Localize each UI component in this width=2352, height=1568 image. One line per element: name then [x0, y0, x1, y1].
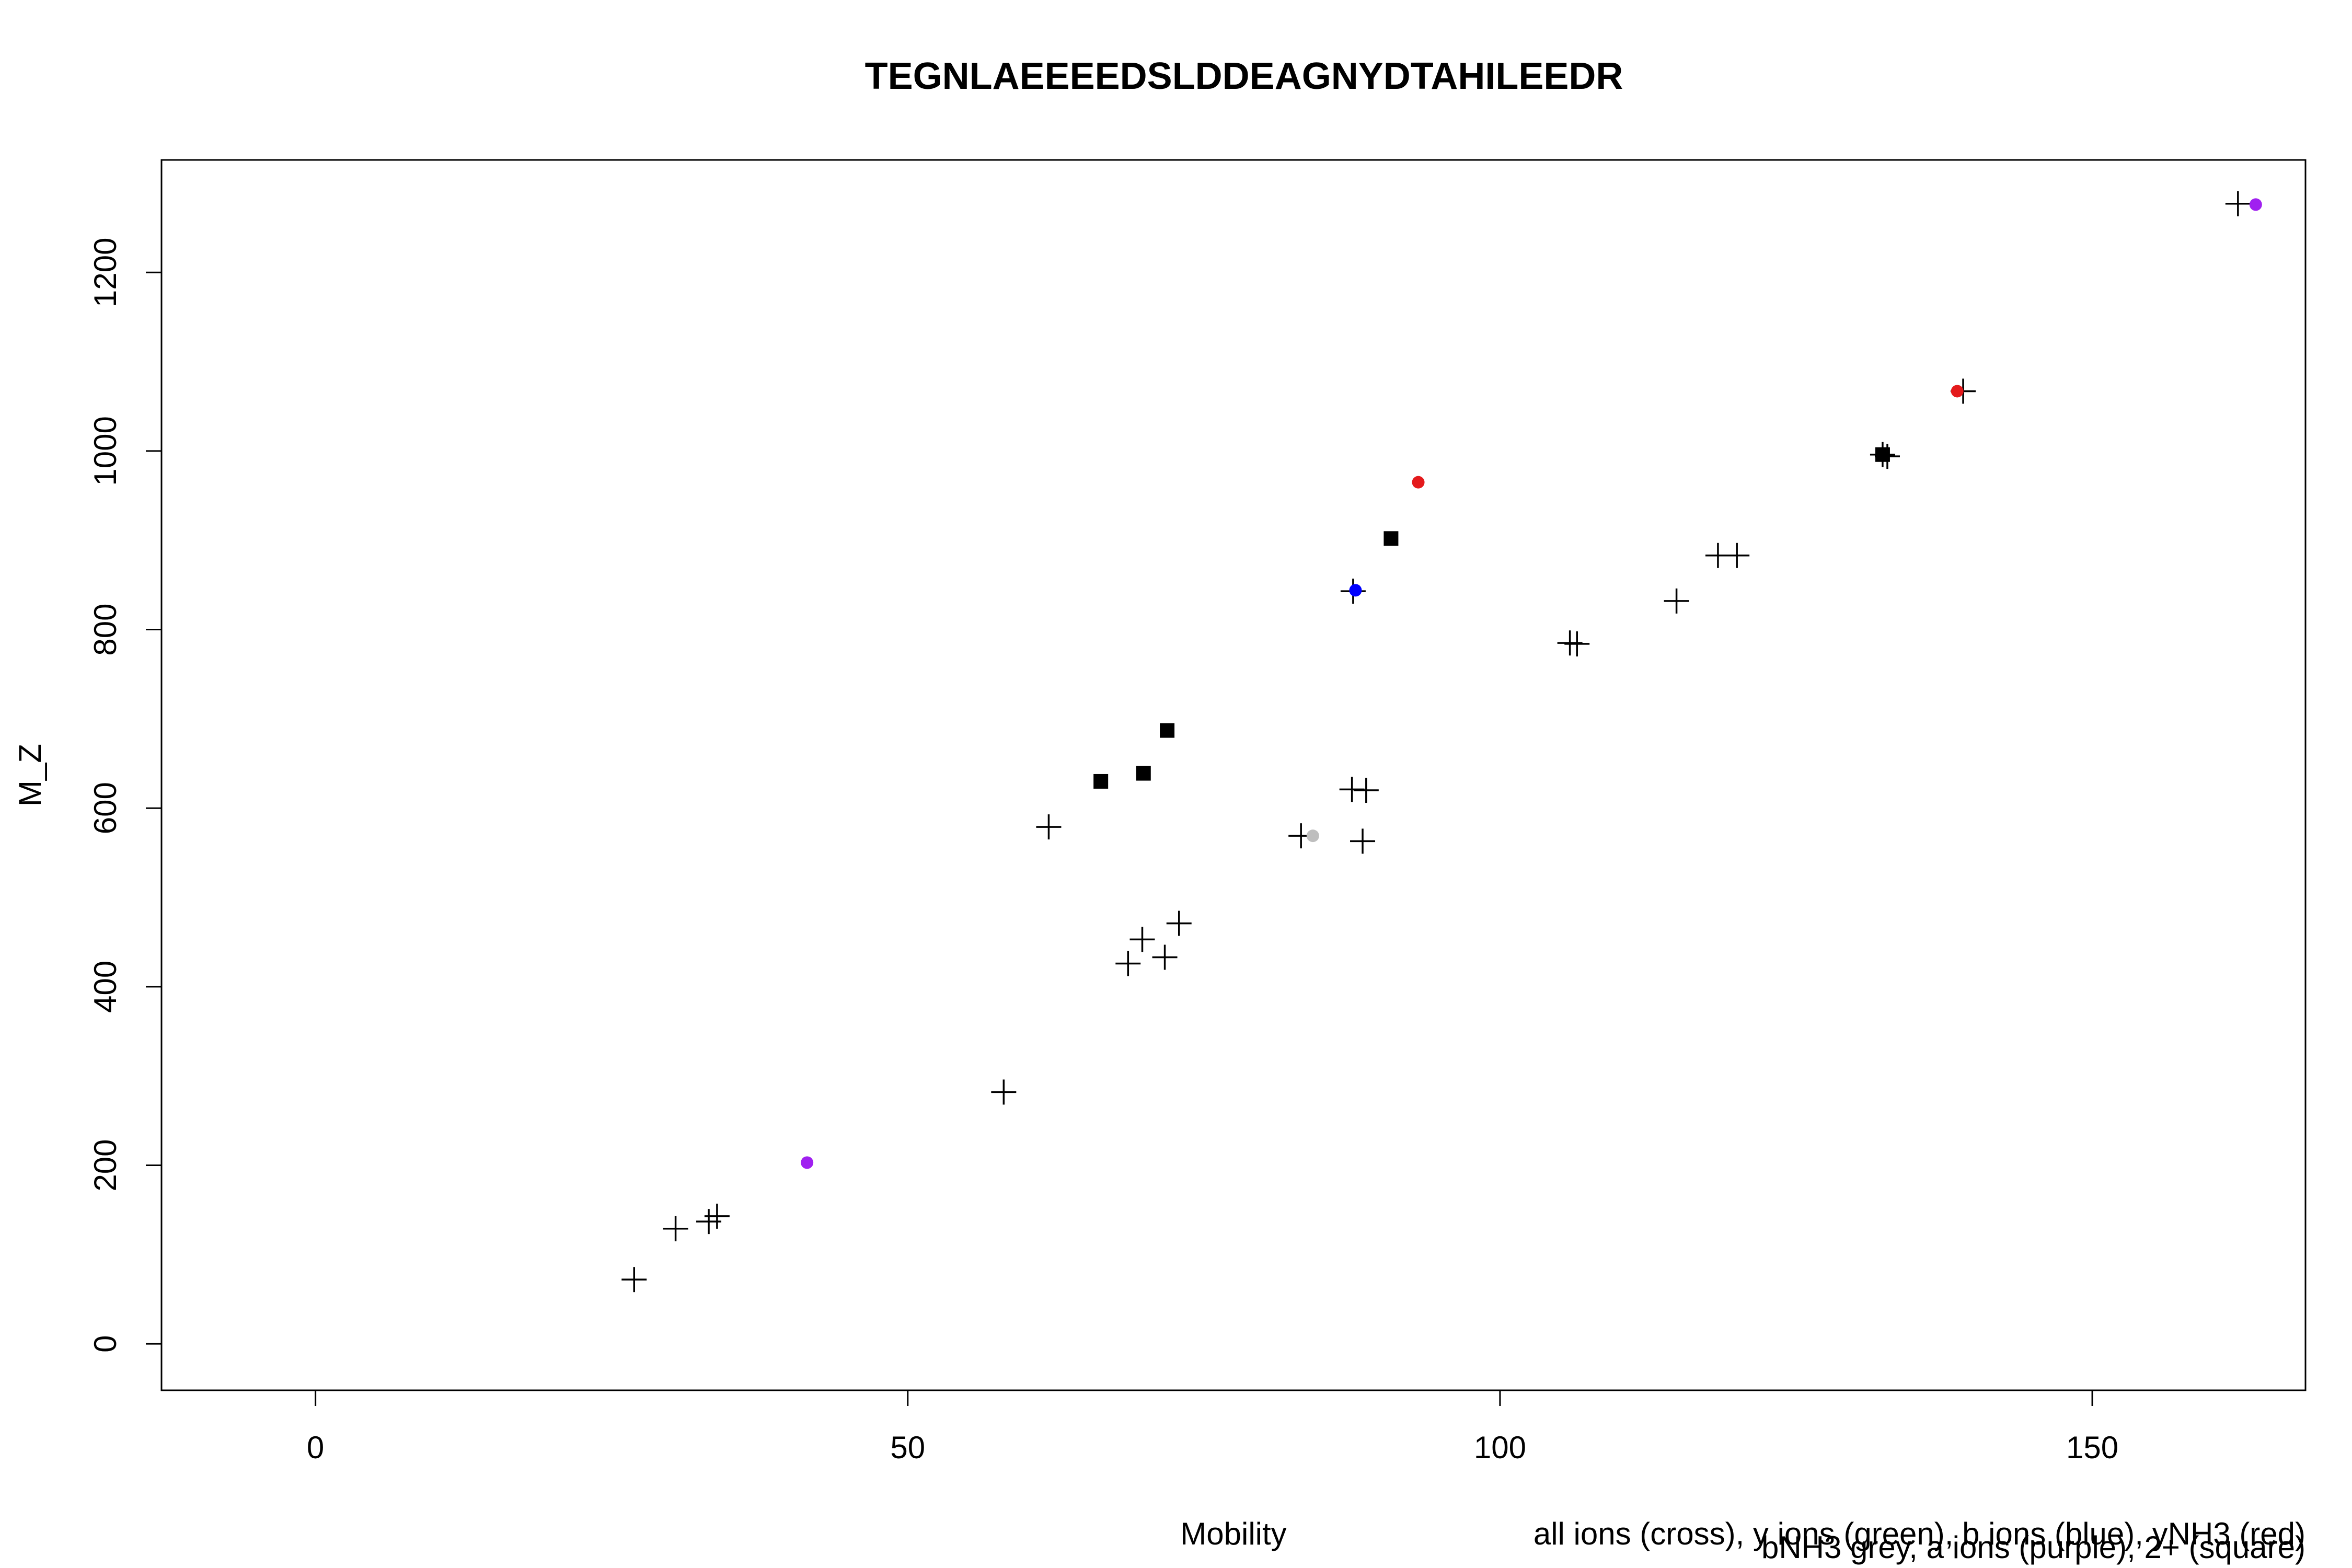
cross-point: [1115, 951, 1141, 976]
y-tick-label: 400: [88, 961, 123, 1013]
cross-point: [1664, 588, 1689, 614]
y-tick-label: 600: [88, 782, 123, 834]
y-axis: 0 200 400 600 800 1000 1200: [88, 238, 163, 1353]
cross-point: [1036, 814, 1062, 840]
x-tick-label: 100: [1474, 1430, 1526, 1465]
x-tick-label: 150: [2066, 1430, 2118, 1465]
y-tick-label: 0: [88, 1335, 123, 1352]
x-axis-label: Mobility: [1180, 1516, 1286, 1551]
cross-point: [1564, 631, 1590, 656]
chart-title: TEGNLAEEEEDSLDDEAGNYDTAHILEEDR: [865, 55, 1623, 97]
dot-point: [1412, 476, 1425, 489]
square-point: [1875, 447, 1890, 462]
cross-point: [704, 1203, 730, 1229]
cross-point: [1129, 927, 1155, 952]
cross-point: [1724, 543, 1750, 568]
square-point: [1136, 766, 1151, 781]
cross-point: [621, 1267, 647, 1293]
cross-point: [1166, 910, 1192, 936]
y-axis-label: M_Z: [13, 744, 48, 806]
y-tick-label: 800: [88, 603, 123, 655]
cross-point: [1353, 778, 1379, 803]
dot-point: [2249, 198, 2262, 211]
cross-point: [663, 1216, 688, 1241]
cross-point: [2225, 191, 2251, 216]
dot-point: [1951, 385, 1964, 398]
y-tick-label: 1000: [88, 416, 123, 486]
legend-note-line-1: all ions (cross), y ions (green), b ions…: [1534, 1516, 2305, 1551]
data-points: [621, 191, 2262, 1293]
square-point: [1383, 531, 1399, 546]
dot-point: [1349, 584, 1362, 597]
cross-point: [1350, 828, 1376, 854]
y-tick-label: 1200: [88, 238, 123, 307]
dot-point: [801, 1156, 814, 1169]
legend-note-line-2: bNH3 grey, a ions (purple), 2+ (square): [1761, 1530, 2305, 1565]
x-tick-label: 0: [307, 1430, 324, 1465]
x-axis: 0 50 100 150: [307, 1389, 2118, 1465]
y-tick-label: 200: [88, 1139, 123, 1191]
x-tick-label: 50: [890, 1430, 925, 1465]
cross-point: [991, 1079, 1017, 1105]
cross-point: [1152, 944, 1178, 970]
dot-point: [1306, 829, 1319, 843]
square-point: [1160, 723, 1175, 738]
square-point: [1093, 774, 1109, 789]
